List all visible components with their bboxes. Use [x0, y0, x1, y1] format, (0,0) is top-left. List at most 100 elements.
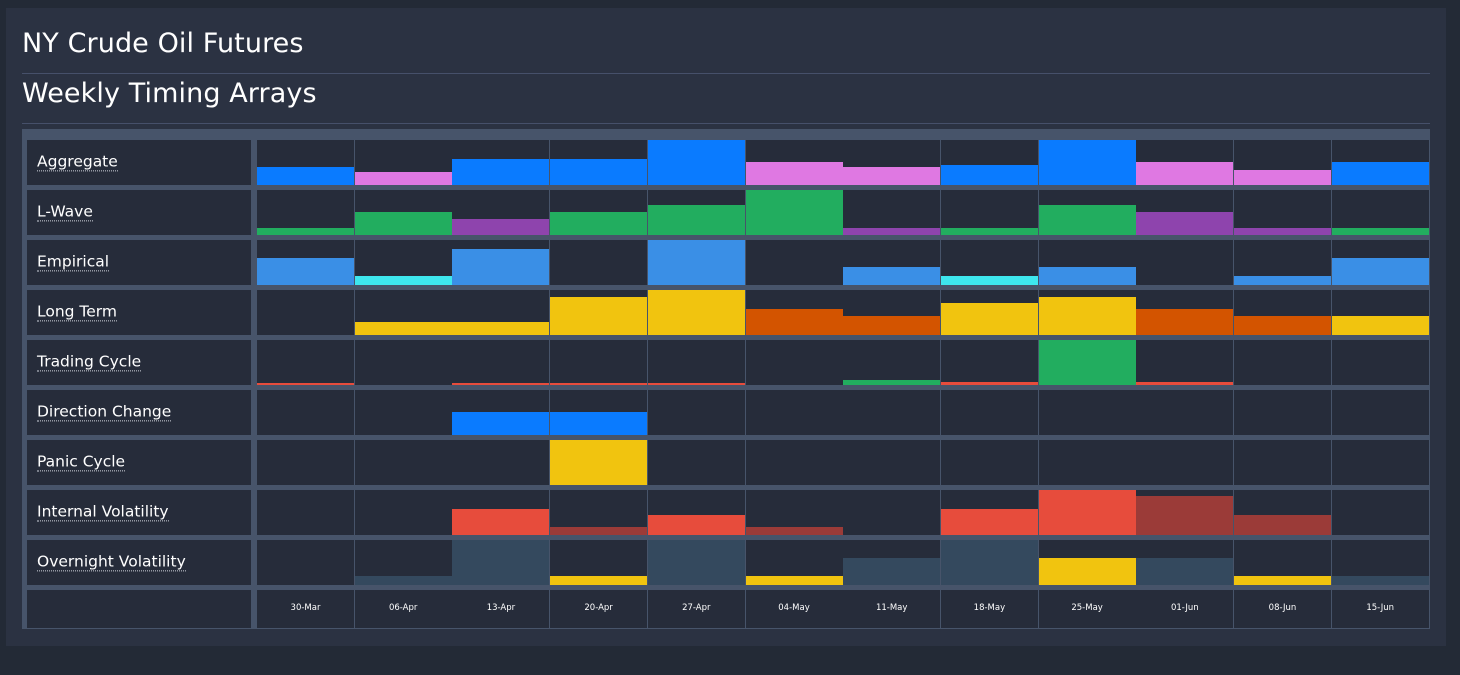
cell-aggregate-18-may[interactable]: [940, 140, 1038, 185]
cell-long-term-04-may[interactable]: [745, 290, 843, 335]
row-label-long-term[interactable]: Long Term: [27, 290, 251, 335]
cell-panic-cycle-08-jun[interactable]: [1234, 440, 1331, 485]
cell-direction-change-25-may[interactable]: [1038, 390, 1136, 435]
cell-trading-cycle-25-may[interactable]: [1038, 340, 1136, 385]
cell-panic-cycle-27-apr[interactable]: [647, 440, 745, 485]
cell-aggregate-27-apr[interactable]: [647, 140, 745, 185]
cell-trading-cycle-20-apr[interactable]: [550, 340, 648, 385]
cell-overnight-volatility-20-apr[interactable]: [550, 540, 648, 585]
row-label-empirical[interactable]: Empirical: [27, 240, 251, 285]
cell-internal-volatility-13-apr[interactable]: [452, 490, 550, 535]
cell-empirical-25-may[interactable]: [1038, 240, 1136, 285]
cell-panic-cycle-30-mar[interactable]: [257, 440, 354, 485]
row-label-panic-cycle[interactable]: Panic Cycle: [27, 440, 251, 485]
cell-aggregate-06-apr[interactable]: [354, 140, 452, 185]
cell-internal-volatility-27-apr[interactable]: [647, 490, 745, 535]
cell-aggregate-20-apr[interactable]: [550, 140, 648, 185]
cell-aggregate-11-may[interactable]: [843, 140, 941, 185]
cell-trading-cycle-27-apr[interactable]: [647, 340, 745, 385]
cell-internal-volatility-15-jun[interactable]: [1331, 490, 1429, 535]
cell-internal-volatility-20-apr[interactable]: [550, 490, 648, 535]
cell-trading-cycle-15-jun[interactable]: [1331, 340, 1429, 385]
cell-direction-change-01-jun[interactable]: [1136, 390, 1234, 435]
cell-long-term-01-jun[interactable]: [1136, 290, 1234, 335]
cell-aggregate-01-jun[interactable]: [1136, 140, 1234, 185]
cell-internal-volatility-01-jun[interactable]: [1136, 490, 1234, 535]
cell-internal-volatility-18-may[interactable]: [940, 490, 1038, 535]
cell-direction-change-08-jun[interactable]: [1234, 390, 1331, 435]
row-label-direction-change[interactable]: Direction Change: [27, 390, 251, 435]
cell-trading-cycle-30-mar[interactable]: [257, 340, 354, 385]
cell-direction-change-13-apr[interactable]: [452, 390, 550, 435]
cell-internal-volatility-30-mar[interactable]: [257, 490, 354, 535]
cell-overnight-volatility-13-apr[interactable]: [452, 540, 550, 585]
cell-overnight-volatility-25-may[interactable]: [1038, 540, 1136, 585]
cell-panic-cycle-20-apr[interactable]: [550, 440, 648, 485]
cell-long-term-06-apr[interactable]: [354, 290, 452, 335]
cell-l-wave-15-jun[interactable]: [1331, 190, 1429, 235]
cell-empirical-04-may[interactable]: [745, 240, 843, 285]
cell-long-term-25-may[interactable]: [1038, 290, 1136, 335]
cell-long-term-08-jun[interactable]: [1234, 290, 1331, 335]
cell-overnight-volatility-01-jun[interactable]: [1136, 540, 1234, 585]
cell-trading-cycle-04-may[interactable]: [745, 340, 843, 385]
cell-internal-volatility-11-may[interactable]: [843, 490, 941, 535]
cell-l-wave-04-may[interactable]: [745, 190, 843, 235]
cell-l-wave-18-may[interactable]: [940, 190, 1038, 235]
cell-direction-change-04-may[interactable]: [745, 390, 843, 435]
row-label-overnight-volatility[interactable]: Overnight Volatility: [27, 540, 251, 585]
cell-panic-cycle-25-may[interactable]: [1038, 440, 1136, 485]
cell-l-wave-30-mar[interactable]: [257, 190, 354, 235]
cell-empirical-11-may[interactable]: [843, 240, 941, 285]
cell-panic-cycle-06-apr[interactable]: [354, 440, 452, 485]
cell-overnight-volatility-18-may[interactable]: [940, 540, 1038, 585]
cell-long-term-18-may[interactable]: [940, 290, 1038, 335]
cell-internal-volatility-25-may[interactable]: [1038, 490, 1136, 535]
cell-empirical-27-apr[interactable]: [647, 240, 745, 285]
cell-empirical-20-apr[interactable]: [550, 240, 648, 285]
cell-aggregate-04-may[interactable]: [745, 140, 843, 185]
cell-long-term-27-apr[interactable]: [647, 290, 745, 335]
cell-l-wave-27-apr[interactable]: [647, 190, 745, 235]
cell-trading-cycle-08-jun[interactable]: [1234, 340, 1331, 385]
cell-empirical-01-jun[interactable]: [1136, 240, 1234, 285]
cell-empirical-13-apr[interactable]: [452, 240, 550, 285]
cell-aggregate-25-may[interactable]: [1038, 140, 1136, 185]
cell-internal-volatility-08-jun[interactable]: [1234, 490, 1331, 535]
cell-l-wave-13-apr[interactable]: [452, 190, 550, 235]
cell-empirical-15-jun[interactable]: [1331, 240, 1429, 285]
cell-l-wave-25-may[interactable]: [1038, 190, 1136, 235]
cell-internal-volatility-04-may[interactable]: [745, 490, 843, 535]
cell-trading-cycle-06-apr[interactable]: [354, 340, 452, 385]
cell-l-wave-06-apr[interactable]: [354, 190, 452, 235]
cell-panic-cycle-18-may[interactable]: [940, 440, 1038, 485]
row-label-trading-cycle[interactable]: Trading Cycle: [27, 340, 251, 385]
cell-direction-change-30-mar[interactable]: [257, 390, 354, 435]
cell-trading-cycle-18-may[interactable]: [940, 340, 1038, 385]
cell-l-wave-20-apr[interactable]: [550, 190, 648, 235]
cell-l-wave-01-jun[interactable]: [1136, 190, 1234, 235]
cell-long-term-20-apr[interactable]: [550, 290, 648, 335]
cell-overnight-volatility-15-jun[interactable]: [1331, 540, 1429, 585]
cell-panic-cycle-01-jun[interactable]: [1136, 440, 1234, 485]
cell-overnight-volatility-08-jun[interactable]: [1234, 540, 1331, 585]
cell-trading-cycle-11-may[interactable]: [843, 340, 941, 385]
cell-trading-cycle-13-apr[interactable]: [452, 340, 550, 385]
cell-l-wave-08-jun[interactable]: [1234, 190, 1331, 235]
cell-long-term-13-apr[interactable]: [452, 290, 550, 335]
cell-direction-change-06-apr[interactable]: [354, 390, 452, 435]
cell-overnight-volatility-11-may[interactable]: [843, 540, 941, 585]
cell-panic-cycle-15-jun[interactable]: [1331, 440, 1429, 485]
cell-direction-change-11-may[interactable]: [843, 390, 941, 435]
cell-aggregate-08-jun[interactable]: [1234, 140, 1331, 185]
cell-long-term-15-jun[interactable]: [1331, 290, 1429, 335]
cell-overnight-volatility-30-mar[interactable]: [257, 540, 354, 585]
cell-empirical-30-mar[interactable]: [257, 240, 354, 285]
cell-trading-cycle-01-jun[interactable]: [1136, 340, 1234, 385]
cell-internal-volatility-06-apr[interactable]: [354, 490, 452, 535]
cell-overnight-volatility-27-apr[interactable]: [647, 540, 745, 585]
cell-empirical-18-may[interactable]: [940, 240, 1038, 285]
cell-empirical-08-jun[interactable]: [1234, 240, 1331, 285]
cell-direction-change-27-apr[interactable]: [647, 390, 745, 435]
cell-panic-cycle-04-may[interactable]: [745, 440, 843, 485]
